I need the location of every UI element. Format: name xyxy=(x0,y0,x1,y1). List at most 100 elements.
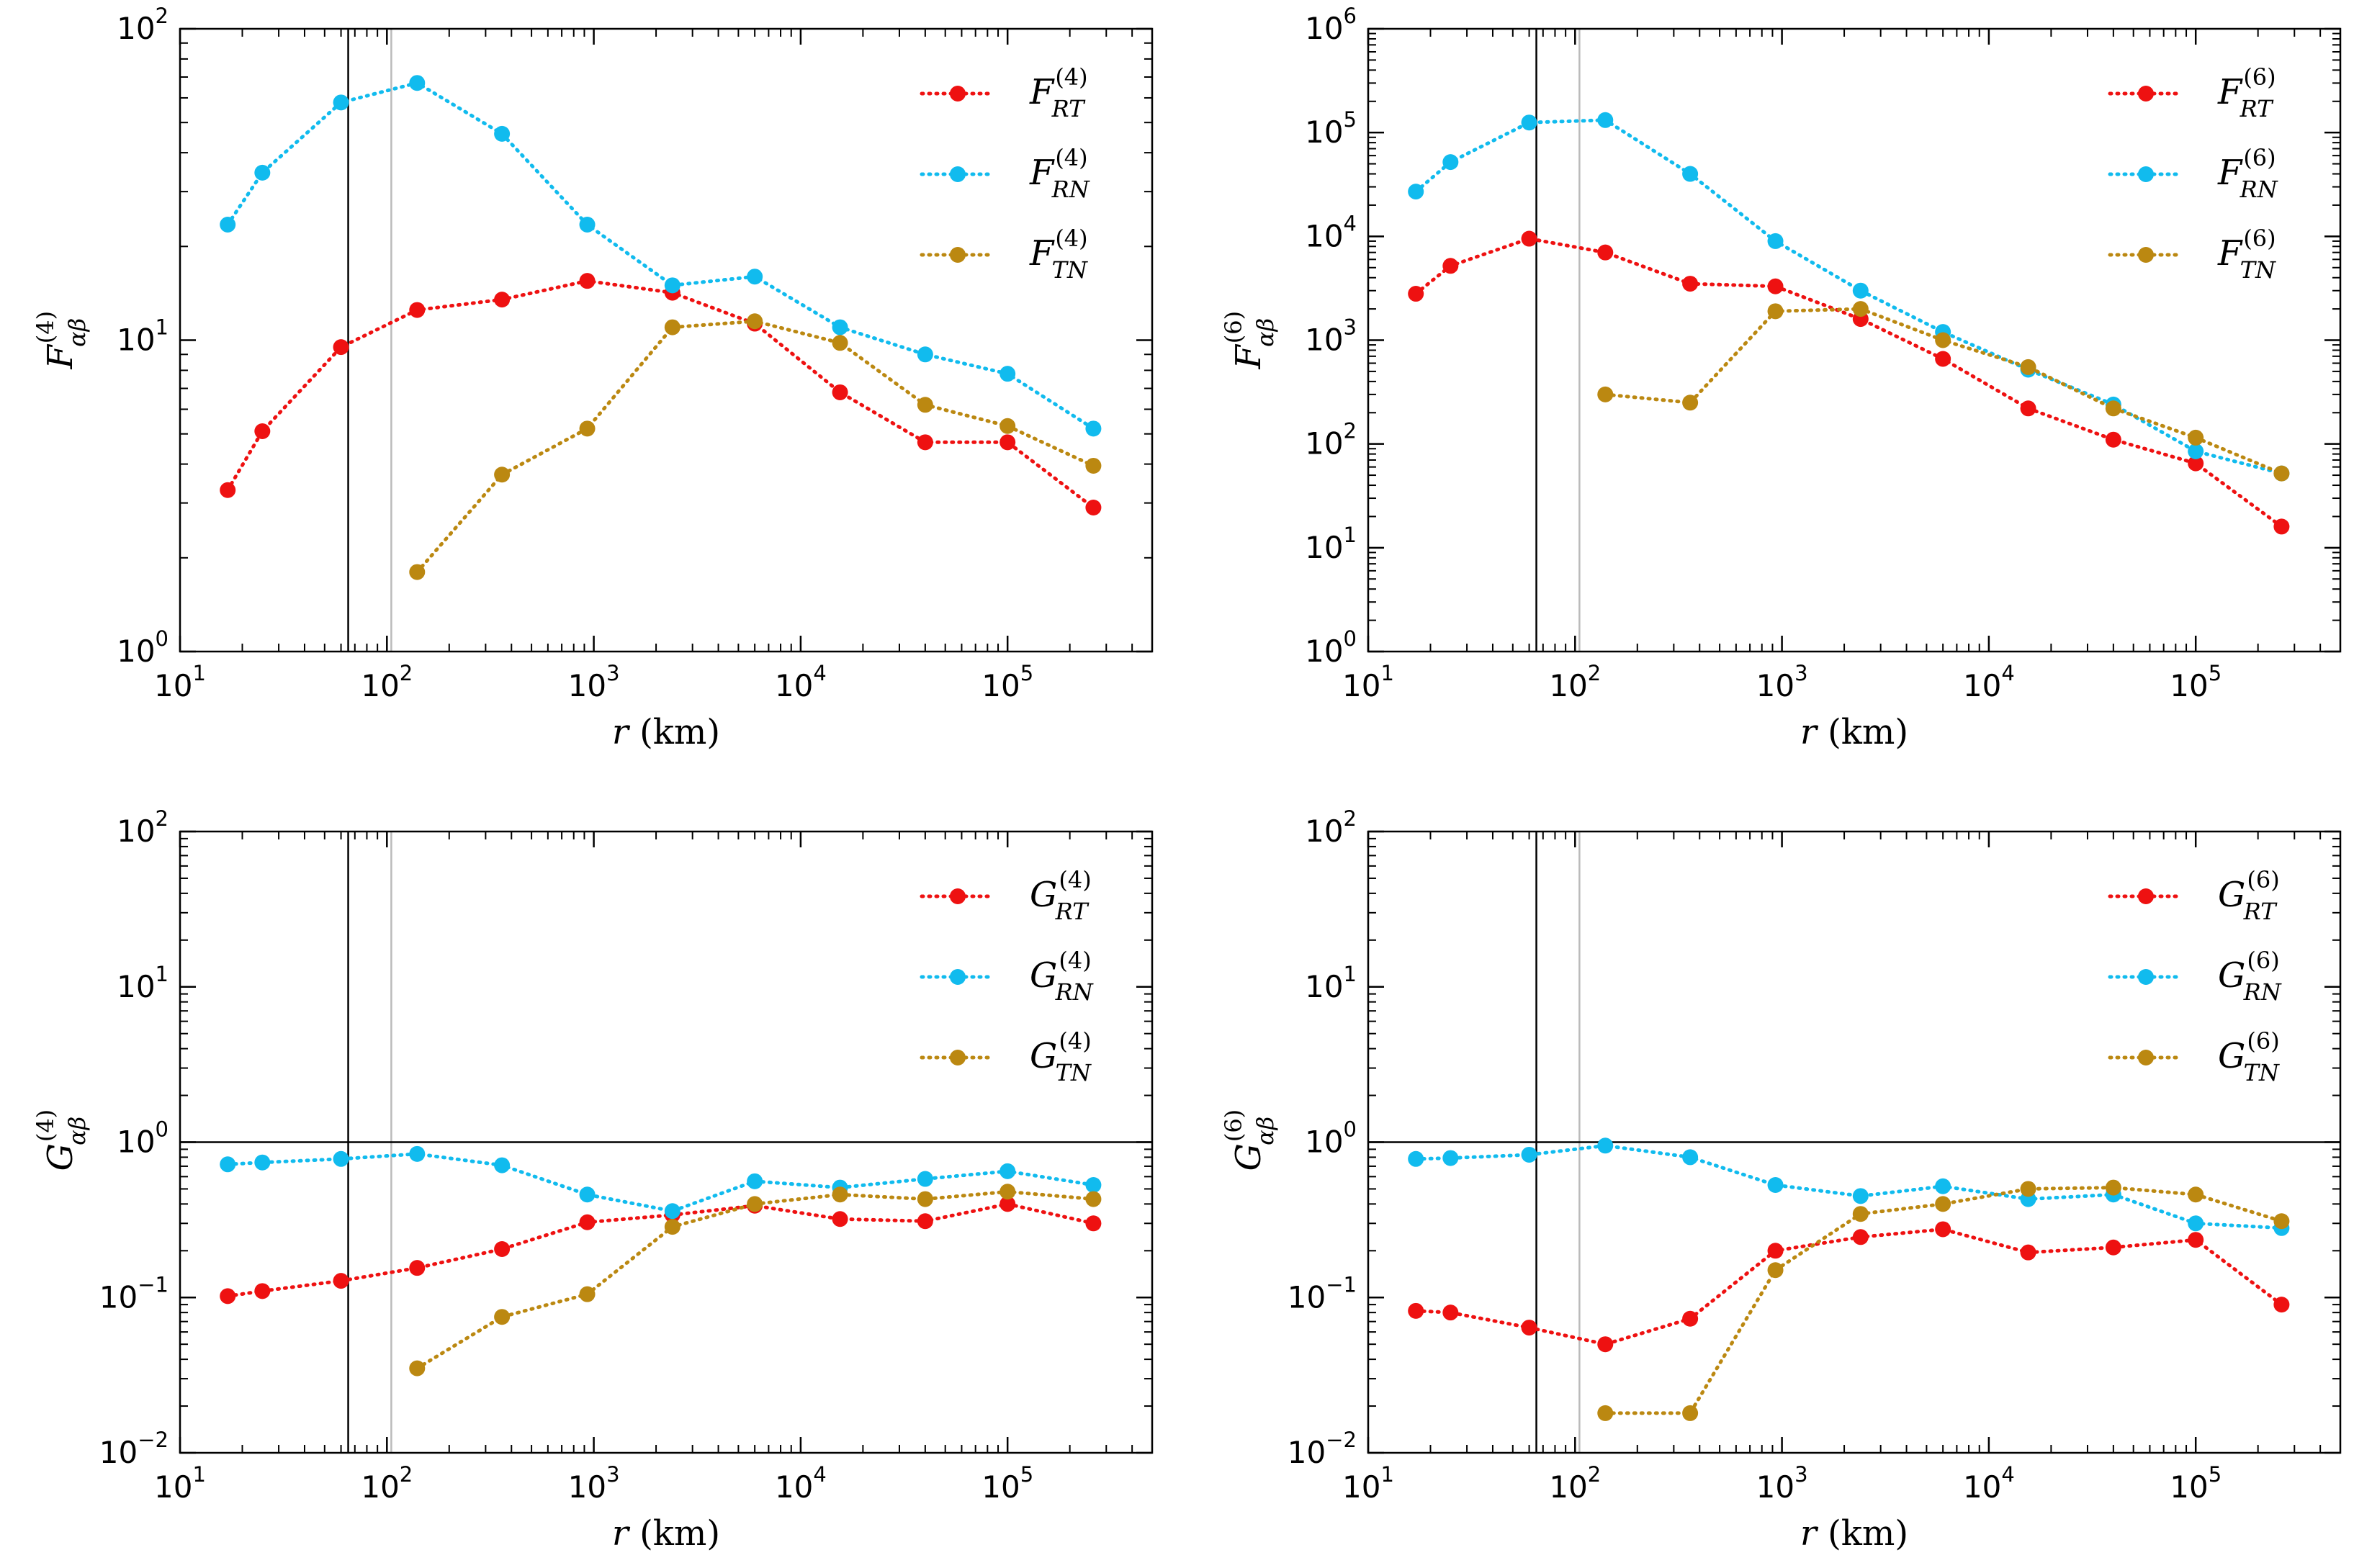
x-tick-exp: 2 xyxy=(400,1462,413,1487)
y-tick-base: 10 xyxy=(1305,814,1343,849)
data-point-RT xyxy=(2188,1232,2204,1248)
legend-label-sub: RN xyxy=(2243,978,2282,1006)
series-layer xyxy=(220,1145,1102,1376)
data-point-TN xyxy=(2105,1179,2121,1196)
legend-label-sub: RT xyxy=(1051,95,1087,122)
data-point-RN xyxy=(220,1156,236,1173)
data-point-RN xyxy=(1408,184,1424,200)
legend-label-base: G xyxy=(2218,955,2245,996)
x-tick-base: 10 xyxy=(568,1469,606,1505)
legend-label-sub: RT xyxy=(2240,95,2275,122)
legend-label-RN: G(6) RN xyxy=(2218,947,2282,1006)
x-tick-base: 10 xyxy=(1756,668,1794,703)
y-tick-exp: −2 xyxy=(1326,1428,1357,1452)
data-point-RN xyxy=(1521,114,1537,131)
data-point-RT xyxy=(1408,286,1424,302)
data-point-TN xyxy=(2273,1213,2290,1230)
data-point-RN xyxy=(917,1171,933,1187)
y-tick-label: 105 xyxy=(1305,107,1357,150)
plot-frame xyxy=(179,27,1154,653)
x-tick-label: 104 xyxy=(775,1462,827,1505)
y-axis-base: G xyxy=(40,1143,81,1171)
chart-panel-top-right: 101 102 103 104 105100101102103104105106F(6)… xyxy=(1220,4,2342,752)
x-tick-label: 105 xyxy=(2170,1462,2222,1505)
x-tick-exp: 4 xyxy=(813,661,826,685)
series-layer xyxy=(1408,1137,2290,1421)
legend-marker-RT xyxy=(950,86,966,102)
data-point-TN xyxy=(409,1360,426,1376)
data-point-RN xyxy=(1442,1150,1459,1166)
series-line-TN xyxy=(415,1189,1095,1371)
series-line-RT xyxy=(1414,236,2283,528)
x-tick-base: 10 xyxy=(1756,1469,1794,1505)
y-tick-base: 10 xyxy=(117,1125,155,1160)
data-point-RN xyxy=(220,217,236,233)
data-point-RT xyxy=(2020,1244,2036,1261)
y-tick-base: 10 xyxy=(1305,1125,1343,1160)
series-line-RN xyxy=(225,81,1095,431)
x-tick-label: 104 xyxy=(1963,1462,2015,1505)
legend-label-TN: F(4) TN xyxy=(1029,225,1088,284)
data-point-TN xyxy=(747,313,763,330)
data-point-RT xyxy=(2188,455,2204,472)
data-point-RN xyxy=(409,1145,426,1162)
x-tick-base: 10 xyxy=(154,1469,192,1505)
x-tick-exp: 2 xyxy=(400,661,413,685)
data-point-RT xyxy=(579,1214,596,1230)
y-tick-base: 10 xyxy=(117,11,155,46)
y-tick-label: 103 xyxy=(1305,315,1357,358)
x-tick-base: 10 xyxy=(1342,668,1380,703)
x-axis-label: r (km) xyxy=(1800,1513,1908,1554)
legend-marker-RT xyxy=(2138,888,2154,904)
x-tick-base: 10 xyxy=(154,668,192,703)
data-point-RN xyxy=(917,346,933,363)
series-layer xyxy=(1408,112,2290,535)
data-point-TN xyxy=(664,1219,680,1235)
data-point-TN xyxy=(832,335,848,351)
y-tick-exp: −1 xyxy=(138,1272,169,1297)
data-point-TN xyxy=(832,1186,848,1203)
data-point-RN xyxy=(999,366,1016,382)
data-point-TN xyxy=(1935,1196,1951,1212)
data-point-RT xyxy=(254,423,271,439)
data-point-TN xyxy=(2105,400,2121,417)
data-point-RT xyxy=(1935,351,1951,367)
y-tick-base: 10 xyxy=(117,969,155,1004)
y-axis-base: G xyxy=(1228,1143,1269,1171)
y-tick-label: 102 xyxy=(1305,419,1357,461)
data-point-RT xyxy=(1521,1320,1537,1336)
legend-marker-RN xyxy=(950,969,966,985)
x-tick-exp: 3 xyxy=(606,1462,619,1487)
x-tick-base: 10 xyxy=(981,1469,1020,1505)
data-point-RT xyxy=(1852,1229,1869,1245)
data-point-TN xyxy=(917,1191,933,1207)
legend-label-sub: TN xyxy=(2240,256,2276,284)
y-axis-sub: αβ xyxy=(1252,1117,1279,1145)
legend-label-base: F xyxy=(1029,72,1055,112)
legend-label-base: F xyxy=(2217,233,2243,274)
data-point-TN xyxy=(1852,1206,1869,1222)
y-tick-base: 10 xyxy=(1305,11,1343,46)
x-tick-exp: 5 xyxy=(2209,1462,2222,1487)
x-tick-exp: 4 xyxy=(2001,1462,2014,1487)
x-tick-base: 10 xyxy=(1963,1469,2001,1505)
data-point-TN xyxy=(1767,1262,1784,1279)
y-tick-base: 10 xyxy=(1305,114,1343,150)
x-tick-exp: 1 xyxy=(1381,661,1394,685)
legend-label-base: G xyxy=(1030,1036,1057,1076)
y-tick-base: 10 xyxy=(1305,634,1343,669)
legend-label-base: G xyxy=(1030,955,1057,996)
x-tick-label: 102 xyxy=(1549,1462,1601,1505)
data-point-RN xyxy=(664,1203,680,1220)
data-point-RT xyxy=(1408,1302,1424,1319)
y-axis-sup: (4) xyxy=(32,311,59,343)
plot-frame xyxy=(1367,27,2342,653)
x-tick-base: 10 xyxy=(1549,1469,1587,1505)
data-point-TN xyxy=(2273,465,2290,482)
x-tick-label: 105 xyxy=(981,661,1033,703)
